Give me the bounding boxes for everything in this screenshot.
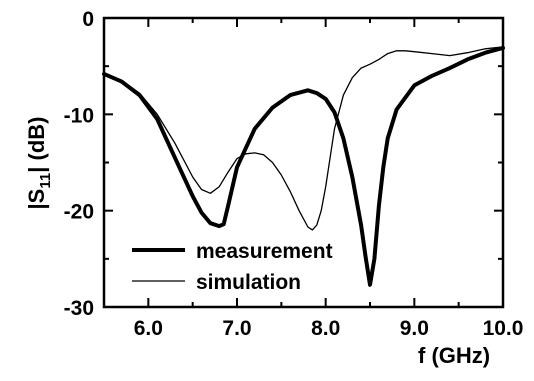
x-tick-label: 8.0	[311, 317, 340, 340]
axis-ticks: 6.0 7.0 8.0 9.0 10.0 0 -10 -20 -30	[64, 8, 524, 340]
y-axis-label-suffix: | (dB)	[24, 117, 49, 173]
x-axis-label: f (GHz)	[418, 343, 490, 368]
y-tick-label: -20	[64, 201, 94, 224]
y-axis-label-subscript: 11	[37, 173, 54, 189]
legend-label-measurement: measurement	[196, 240, 333, 263]
y-tick-label: 0	[82, 8, 94, 31]
legend-label-simulation: simulation	[196, 271, 301, 294]
series-line-measurement	[102, 45, 505, 287]
y-tick-label: -30	[64, 297, 94, 320]
plot-area	[102, 45, 505, 287]
plot-frame	[102, 16, 505, 309]
x-tick-label: 10.0	[483, 317, 524, 340]
y-axis-label-prefix: |S	[24, 189, 49, 210]
x-tick-label: 9.0	[400, 317, 429, 340]
x-tick-label: 7.0	[222, 317, 251, 340]
series-line-simulation	[103, 46, 504, 231]
legend: measurement simulation	[132, 240, 333, 294]
y-axis-label: |S11| (dB)	[24, 117, 54, 210]
x-tick-label: 6.0	[134, 317, 163, 340]
y-tick-label: -10	[64, 104, 94, 127]
